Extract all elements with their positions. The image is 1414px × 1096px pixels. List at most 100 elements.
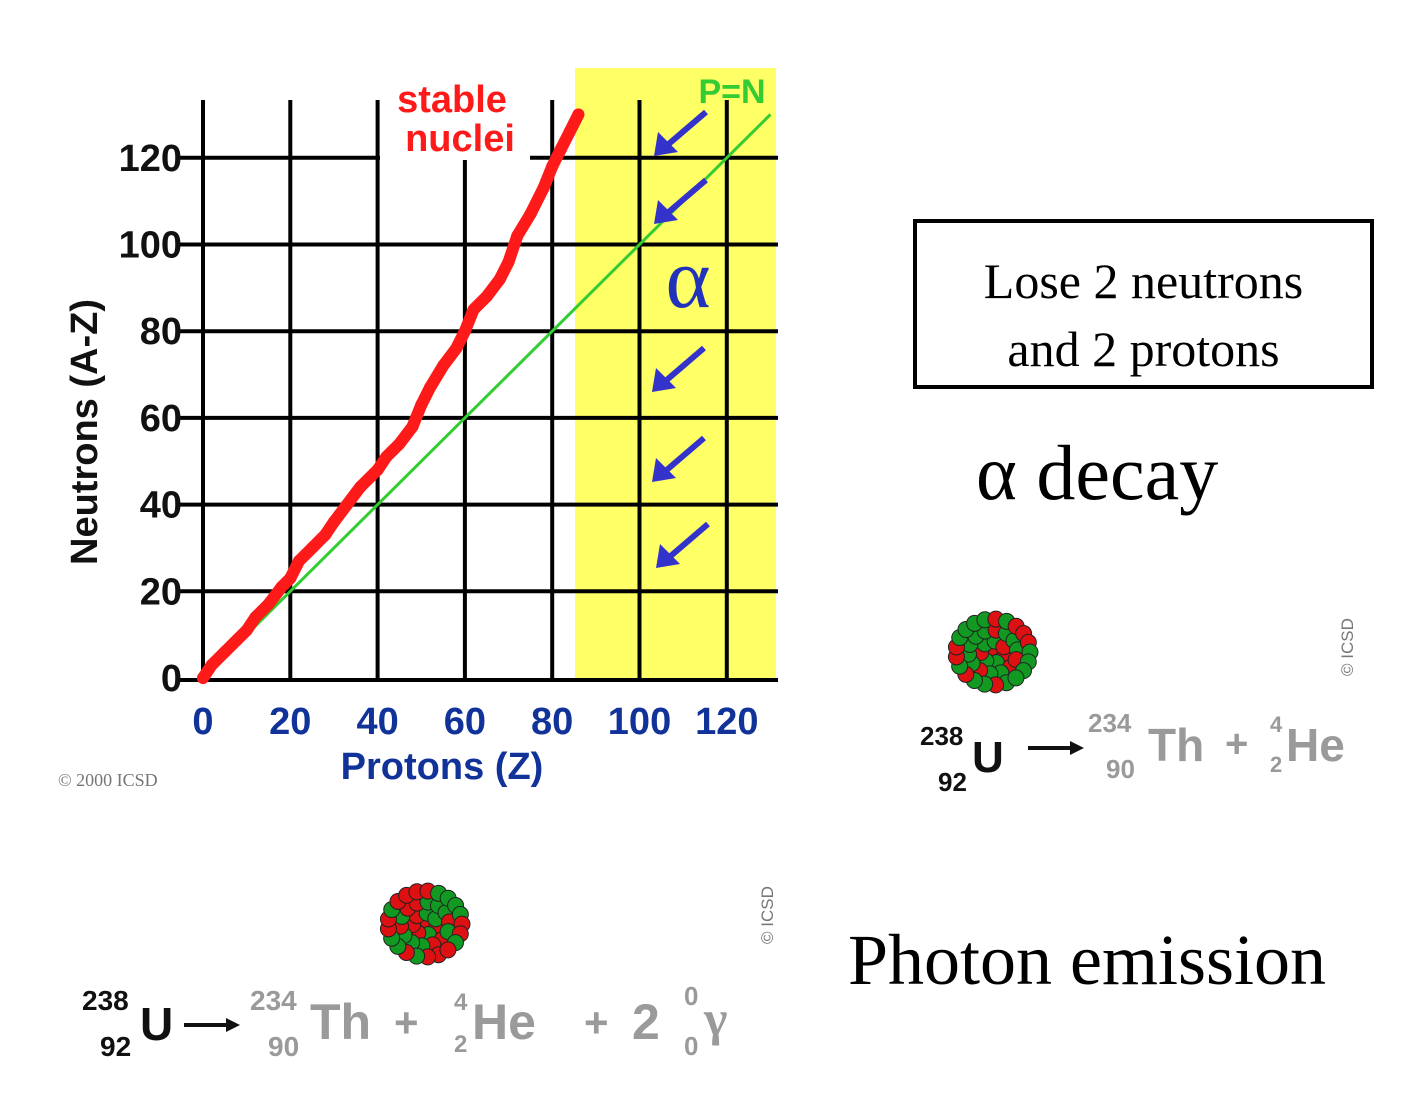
stable-nucleus-point — [380, 450, 393, 463]
u-atomic-2: 92 — [100, 1031, 132, 1062]
alpha-arrow-shaft — [664, 521, 710, 563]
icsd-label-bottom: © ICSD — [758, 886, 777, 944]
plus-sign: + — [1225, 722, 1249, 766]
th-mass-2: 234 — [250, 985, 297, 1016]
u-mass-2: 238 — [82, 985, 129, 1016]
he-symbol: He — [1286, 719, 1345, 771]
u-symbol-2: U — [140, 998, 174, 1050]
alpha-arrow-icon — [654, 132, 678, 156]
series-stable-nuclei — [197, 108, 585, 684]
alpha-decay-title: α decay — [976, 429, 1219, 516]
th-atomic: 90 — [1106, 754, 1135, 784]
photon-emission-title: Photon emission — [848, 920, 1327, 1000]
u-atomic: 92 — [938, 767, 967, 797]
stable-nucleus-point — [458, 325, 471, 338]
x-tick-label: 20 — [269, 701, 311, 743]
stable-nucleus-point — [423, 381, 436, 394]
alpha-arrow-icon — [656, 544, 680, 568]
th-symbol: Th — [1148, 719, 1205, 771]
y-tick-label: 20 — [140, 571, 182, 613]
nucleus-image-alpha — [947, 610, 1039, 694]
reaction-arrow-icon-2 — [184, 1018, 240, 1032]
he-atomic: 2 — [1270, 752, 1283, 777]
he-mass-2: 4 — [454, 989, 468, 1016]
stable-nucleus-point — [231, 632, 244, 645]
stable-nucleus-point — [327, 515, 340, 528]
stable-nuclei-points — [197, 108, 585, 684]
alpha-arrow-shaft — [662, 109, 708, 151]
alpha-arrow-icon — [652, 458, 676, 482]
alpha-arrow-shaft — [660, 345, 706, 387]
plus-sign-3: + — [584, 999, 609, 1046]
annotation-p-equals-n: P=N — [698, 73, 765, 111]
stable-nucleus-point — [554, 143, 567, 156]
annotation-stable: stable — [397, 79, 507, 121]
he-symbol-2: He — [472, 994, 536, 1050]
icsd-label-right: © ICSD — [1338, 618, 1357, 676]
stable-nucleus-point — [275, 580, 288, 593]
x-axis-label: Protons (Z) — [341, 746, 544, 788]
y-tick-label: 0 — [161, 658, 182, 700]
x-tick-label: 40 — [356, 701, 398, 743]
stable-nucleus-point — [319, 528, 332, 541]
x-tick-labels: 0 20 40 60 80 100 120 — [192, 701, 758, 743]
stable-nucleus-point — [406, 420, 419, 433]
label-backdrop — [380, 80, 530, 160]
stable-nucleus-point — [493, 273, 506, 286]
y-tick-labels: 0 20 40 60 80 100 120 — [119, 138, 182, 700]
stable-nucleus-point — [537, 182, 550, 195]
u-mass: 238 — [920, 721, 964, 751]
y-tick-label: 40 — [140, 485, 182, 527]
u-symbol: U — [972, 733, 1004, 782]
stable-nucleus-point — [467, 303, 480, 316]
stable-nucleus-point — [249, 611, 262, 624]
stable-nucleus-point — [415, 398, 428, 411]
stable-nucleus-point — [524, 208, 537, 221]
x-tick-label: 120 — [695, 701, 758, 743]
stable-nucleus-point — [371, 463, 384, 476]
proton — [439, 941, 457, 959]
alpha-arrow-shaft — [662, 177, 708, 219]
stable-nucleus-point — [240, 624, 253, 637]
stable-nucleus-point — [502, 255, 515, 268]
stable-nucleus-point — [572, 108, 585, 121]
gamma-atomic: 0 — [684, 1031, 699, 1061]
stable-nucleus-point — [563, 125, 576, 138]
chart-grid — [180, 80, 778, 682]
th-symbol-2: Th — [310, 994, 372, 1050]
th-mass: 234 — [1088, 708, 1132, 738]
stable-nucleus-point — [354, 481, 367, 494]
chart-copyright: © 2000 ICSD — [58, 770, 158, 790]
alpha-arrow-shaft — [660, 435, 706, 477]
reaction-arrow-icon — [1028, 741, 1084, 755]
stable-nucleus-point — [205, 658, 218, 671]
stable-nucleus-point — [480, 290, 493, 303]
y-tick-label: 120 — [119, 138, 182, 180]
stable-nucleus-point — [341, 498, 354, 511]
stable-nucleus-point — [293, 554, 306, 567]
stable-nucleus-point — [218, 645, 231, 658]
stable-nucleus-point — [262, 598, 275, 611]
gamma-coefficient: 2 — [632, 994, 660, 1050]
nuclide-chart: 0 20 40 60 80 100 120 0 20 40 60 80 100 120 stable n… — [64, 68, 778, 788]
info-box-line2: and 2 protons — [1007, 321, 1280, 377]
stable-nucleus-point — [546, 160, 559, 173]
info-box: Lose 2 neutrons and 2 protons — [913, 219, 1374, 389]
plus-sign-2: + — [394, 999, 419, 1046]
x-tick-label: 60 — [444, 701, 486, 743]
alpha-arrow-icon — [654, 200, 678, 224]
alpha-decay-arrows — [652, 109, 710, 568]
x-tick-label: 0 — [192, 701, 213, 743]
alpha-arrow-icon — [652, 368, 676, 392]
annotation-nuclei-label: nuclei — [405, 118, 515, 160]
neutron — [1007, 669, 1025, 687]
y-tick-label: 60 — [140, 398, 182, 440]
th-atomic-2: 90 — [268, 1031, 300, 1062]
x-tick-label: 80 — [531, 701, 573, 743]
stable-nucleus-point — [284, 572, 297, 585]
x-tick-label: 100 — [608, 701, 671, 743]
he-atomic-2: 2 — [454, 1031, 468, 1058]
y-axis-label: Neutrons (A-Z) — [64, 299, 106, 565]
info-box-line1: Lose 2 neutrons — [983, 253, 1304, 309]
